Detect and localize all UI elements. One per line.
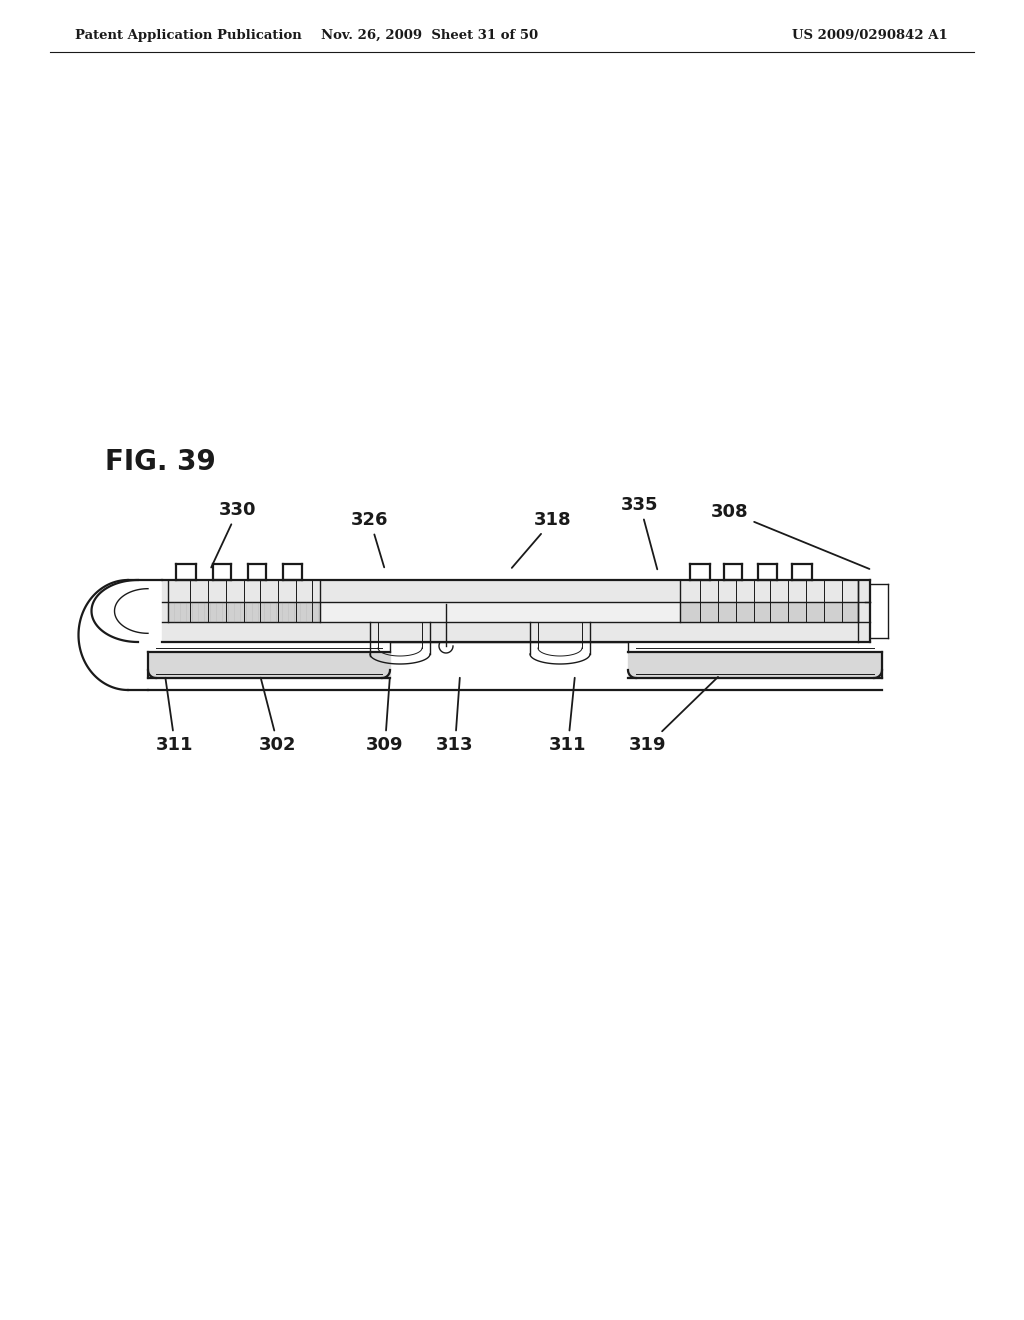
Text: 311: 311 bbox=[157, 677, 194, 754]
Bar bbox=[319, 602, 680, 622]
Text: FIG. 39: FIG. 39 bbox=[105, 447, 216, 477]
Text: US 2009/0290842 A1: US 2009/0290842 A1 bbox=[793, 29, 948, 41]
Text: Nov. 26, 2009  Sheet 31 of 50: Nov. 26, 2009 Sheet 31 of 50 bbox=[322, 29, 539, 41]
Text: 330: 330 bbox=[211, 502, 257, 568]
Text: Patent Application Publication: Patent Application Publication bbox=[75, 29, 302, 41]
Bar bbox=[680, 602, 858, 622]
Text: 302: 302 bbox=[259, 677, 297, 754]
Bar bbox=[148, 652, 390, 678]
Text: 309: 309 bbox=[367, 677, 403, 754]
Bar bbox=[168, 602, 319, 622]
Text: 318: 318 bbox=[512, 511, 571, 568]
Bar bbox=[628, 652, 882, 678]
Text: 326: 326 bbox=[351, 511, 389, 568]
Text: 313: 313 bbox=[436, 677, 474, 754]
Text: 335: 335 bbox=[622, 496, 658, 569]
Text: 308: 308 bbox=[712, 503, 869, 569]
Text: 311: 311 bbox=[549, 677, 587, 754]
Bar bbox=[162, 579, 870, 642]
Text: 319: 319 bbox=[630, 677, 718, 754]
